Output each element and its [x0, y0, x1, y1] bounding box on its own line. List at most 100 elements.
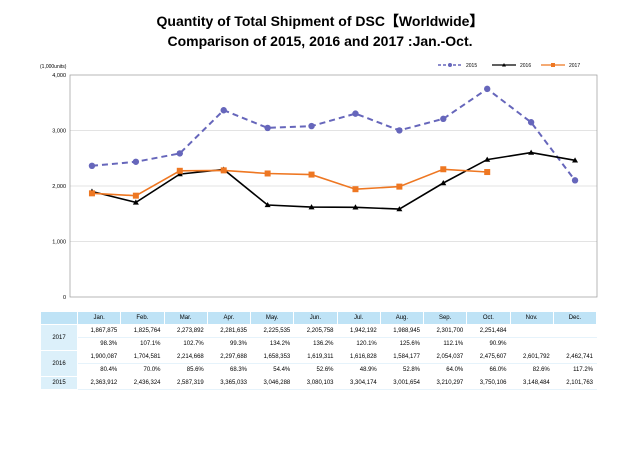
data-point-2015 [176, 150, 183, 157]
data-point-2015 [527, 119, 535, 126]
value-cell: 3,001,654 [379, 376, 425, 390]
data-point-2017 [264, 170, 271, 177]
legend-label: 2017 [569, 63, 580, 69]
data-point-2015 [352, 110, 359, 117]
percent-cell: 90.9% [466, 337, 511, 351]
value-cell: 2,587,319 [163, 376, 208, 390]
data-point-2017 [308, 171, 315, 178]
month-header: May. [249, 311, 295, 325]
year-cell: 2015 [40, 376, 78, 390]
data-point-2016 [396, 206, 403, 212]
table-corner [40, 311, 78, 325]
grid [70, 130, 597, 242]
data-point-2017 [176, 167, 183, 174]
table-header-row: Jan. Feb. Mar. Apr. May. Jun. Jul. Aug. Sep. Oct.… [40, 311, 598, 325]
y-tick-label: 3,000 [52, 129, 66, 135]
data-point-2015 [396, 127, 403, 134]
percent-cell: 54.4% [249, 363, 295, 377]
legend-item-2016: 2016 [492, 63, 531, 69]
legend-label: 2015 [466, 63, 477, 69]
value-cell: 3,750,106 [466, 376, 511, 390]
legend: 2015 2016 2017 [438, 63, 580, 69]
data-point-2016 [484, 156, 491, 162]
value-cell: 3,080,103 [293, 376, 338, 390]
value-cell: 3,365,033 [206, 376, 252, 390]
table-row: 98.3% 107.1% 102.7% 99.3% 134.2% 136.2% 120.1%… [41, 337, 598, 351]
data-point-2017 [352, 186, 359, 193]
month-header: Jul. [336, 311, 381, 325]
percent-cell: 120.1% [336, 337, 381, 351]
y-tick-label: 0 [63, 295, 66, 301]
percent-cell: 52.6% [293, 363, 338, 377]
value-cell: 1,584,177 [379, 350, 425, 364]
legend-marker [551, 63, 555, 67]
legend-item-2015: 2015 [438, 63, 477, 69]
percent-cell: 48.9% [336, 363, 381, 377]
series-2015 [88, 85, 579, 184]
value-cell: 3,210,297 [422, 376, 468, 390]
table-row: 2016 1,900,087 1,704,581 2,214,668 2,297,688… [40, 350, 598, 377]
month-header: Feb. [120, 311, 165, 325]
data-point-2016 [440, 180, 447, 186]
legend-marker [502, 63, 506, 67]
y-tick-label: 4,000 [52, 73, 66, 79]
percent-cell: 64.0% [422, 363, 468, 377]
year-cell: 2017 [40, 324, 78, 351]
percent-cell: 68.3% [206, 363, 252, 377]
value-cell: 3,148,484 [509, 376, 554, 390]
y-tick-label: 2,000 [52, 184, 66, 190]
percent-cell: 82.6% [509, 363, 554, 377]
month-header: Apr. [206, 311, 252, 325]
value-cell: 1,867,875 [76, 324, 122, 338]
value-cell: 2,101,763 [552, 376, 598, 390]
value-cell: 3,046,288 [249, 376, 295, 390]
data-point-2015 [88, 162, 96, 170]
value-cell: 2,225,535 [249, 324, 295, 338]
chart-title: Quantity of Total Shipment of DSC【Worldw… [156, 13, 484, 29]
value-cell: 2,054,037 [422, 350, 468, 364]
value-cell: 1,900,087 [76, 350, 122, 364]
value-cell: 2,363,912 [76, 376, 122, 390]
percent-cell: 125.6% [379, 337, 425, 351]
data-point-2015 [132, 158, 140, 165]
value-cell: 2,251,484 [466, 324, 511, 338]
value-cell [509, 324, 554, 338]
value-cell: 2,301,700 [422, 324, 468, 338]
month-header: Dec. [552, 311, 598, 325]
series-2017 [88, 166, 491, 199]
percent-cell: 134.2% [249, 337, 295, 351]
percent-cell: 98.3% [76, 337, 122, 351]
table-row: 2017 1,867,875 1,825,764 2,273,892 2,281,635… [40, 324, 598, 351]
month-header: Nov. [509, 311, 554, 325]
data-point-2016 [528, 149, 535, 155]
y-tick-label: 1,000 [52, 240, 66, 246]
table-row: 2015 2,363,912 2,436,324 2,587,319 3,365,033… [40, 376, 598, 390]
data-table: Jan. Feb. Mar. Apr. May. Jun. Jul. Aug. Sep. Oct.… [40, 311, 598, 390]
value-cell: 2,273,892 [163, 324, 208, 338]
value-cell: 1,704,581 [120, 350, 165, 364]
data-point-2017 [220, 167, 227, 174]
value-cell: 1,616,828 [336, 350, 381, 364]
month-header: Jan. [76, 311, 122, 325]
value-cell: 1,988,945 [379, 324, 425, 338]
legend-item-2017: 2017 [541, 63, 580, 69]
value-cell [552, 324, 598, 338]
unit-label: (1,000units) [40, 64, 67, 70]
value-cell: 1,619,311 [293, 350, 338, 364]
data-point-2017 [88, 190, 95, 197]
value-cell: 2,297,688 [206, 350, 252, 364]
data-point-2015 [308, 122, 315, 130]
month-header: Mar. [163, 311, 208, 325]
data-point-2016 [352, 204, 359, 210]
series-line-2016 [91, 151, 576, 210]
value-cell: 2,214,668 [163, 350, 208, 364]
value-cell: 2,601,792 [509, 350, 554, 364]
legend-label: 2016 [520, 63, 531, 69]
data-point-2017 [396, 183, 403, 190]
month-header: Jun. [293, 311, 338, 325]
value-cell: 1,658,353 [249, 350, 295, 364]
chart-subtitle: Comparison of 2015, 2016 and 2017 :Jan.-… [167, 33, 473, 49]
value-cell: 2,475,607 [466, 350, 511, 364]
percent-cell: 107.1% [120, 337, 165, 351]
data-point-2016 [572, 157, 579, 163]
